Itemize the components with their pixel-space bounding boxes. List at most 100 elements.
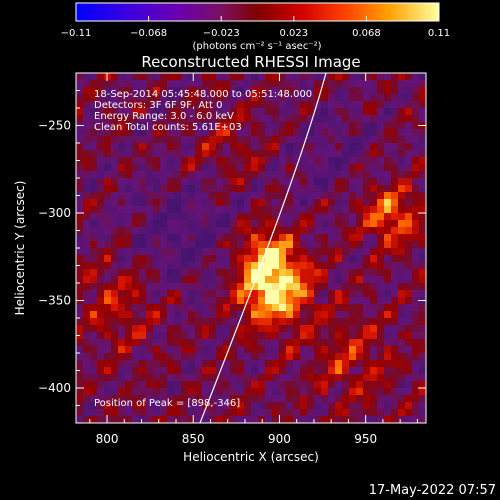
image-pixel [244, 262, 252, 270]
image-pixel [391, 332, 399, 340]
image-pixel [300, 269, 308, 277]
image-pixel [83, 129, 91, 137]
image-pixel [412, 122, 420, 130]
image-pixel [419, 157, 426, 165]
image-pixel [132, 353, 140, 361]
image-pixel [118, 73, 126, 81]
image-pixel [314, 143, 322, 151]
image-pixel [279, 115, 287, 123]
image-pixel [349, 325, 357, 333]
image-pixel [76, 409, 84, 417]
image-pixel [356, 101, 364, 109]
image-pixel [188, 402, 196, 410]
image-pixel [125, 143, 133, 151]
image-pixel [118, 374, 126, 382]
image-pixel [370, 416, 378, 423]
image-pixel [160, 381, 168, 389]
image-pixel [363, 269, 371, 277]
image-pixel [104, 94, 112, 102]
image-pixel [335, 87, 343, 95]
image-pixel [398, 115, 406, 123]
image-pixel [195, 192, 203, 200]
image-pixel [300, 206, 308, 214]
image-pixel [104, 80, 112, 88]
image-pixel [265, 94, 273, 102]
image-pixel [118, 94, 126, 102]
image-pixel [237, 101, 245, 109]
image-pixel [174, 381, 182, 389]
image-pixel [307, 325, 315, 333]
image-pixel [230, 276, 238, 284]
image-pixel [195, 206, 203, 214]
image-pixel [195, 318, 203, 326]
image-pixel [265, 409, 273, 417]
image-pixel [286, 129, 294, 137]
image-pixel [265, 353, 273, 361]
image-pixel [300, 353, 308, 361]
image-pixel [335, 255, 343, 263]
image-pixel [342, 269, 350, 277]
image-pixel [195, 304, 203, 312]
image-pixel [405, 122, 413, 130]
image-pixel [104, 164, 112, 172]
image-pixel [174, 248, 182, 256]
image-pixel [300, 416, 308, 423]
image-pixel [195, 339, 203, 347]
image-pixel [321, 157, 329, 165]
image-pixel [83, 402, 91, 410]
image-pixel [97, 367, 105, 375]
image-pixel [181, 367, 189, 375]
image-pixel [83, 318, 91, 326]
image-pixel [237, 136, 245, 144]
image-pixel [132, 283, 140, 291]
image-pixel [167, 367, 175, 375]
image-pixel [349, 290, 357, 298]
image-pixel [328, 388, 336, 396]
image-pixel [209, 395, 217, 403]
image-pixel [307, 143, 315, 151]
image-pixel [328, 241, 336, 249]
image-pixel [125, 262, 133, 270]
image-pixel [132, 241, 140, 249]
image-pixel [139, 283, 147, 291]
image-pixel [223, 227, 231, 235]
image-pixel [139, 115, 147, 123]
image-pixel [167, 199, 175, 207]
image-pixel [174, 276, 182, 284]
image-pixel [258, 227, 266, 235]
image-pixel [160, 80, 168, 88]
image-pixel [384, 311, 392, 319]
colorbar-gradient [75, 2, 440, 22]
image-pixel [286, 115, 294, 123]
image-pixel [384, 374, 392, 382]
image-pixel [209, 178, 217, 186]
image-pixel [195, 290, 203, 298]
image-pixel [405, 381, 413, 389]
image-pixel [419, 206, 426, 214]
image-pixel [356, 332, 364, 340]
image-pixel [174, 136, 182, 144]
image-pixel [237, 248, 245, 256]
image-pixel [153, 171, 161, 179]
image-pixel [258, 367, 266, 375]
image-pixel [342, 360, 350, 368]
image-pixel [384, 339, 392, 347]
image-pixel [132, 199, 140, 207]
image-pixel [314, 374, 322, 382]
image-pixel [363, 157, 371, 165]
image-pixel [237, 122, 245, 130]
image-pixel [146, 269, 154, 277]
image-pixel [342, 227, 350, 235]
image-pixel [209, 206, 217, 214]
image-pixel [153, 206, 161, 214]
image-pixel [363, 374, 371, 382]
image-pixel [223, 353, 231, 361]
image-pixel [188, 374, 196, 382]
image-pixel [307, 255, 315, 263]
image-pixel [377, 325, 385, 333]
image-pixel [419, 185, 426, 193]
image-pixel [272, 136, 280, 144]
image-pixel [412, 136, 420, 144]
image-pixel [398, 227, 406, 235]
image-pixel [279, 388, 287, 396]
